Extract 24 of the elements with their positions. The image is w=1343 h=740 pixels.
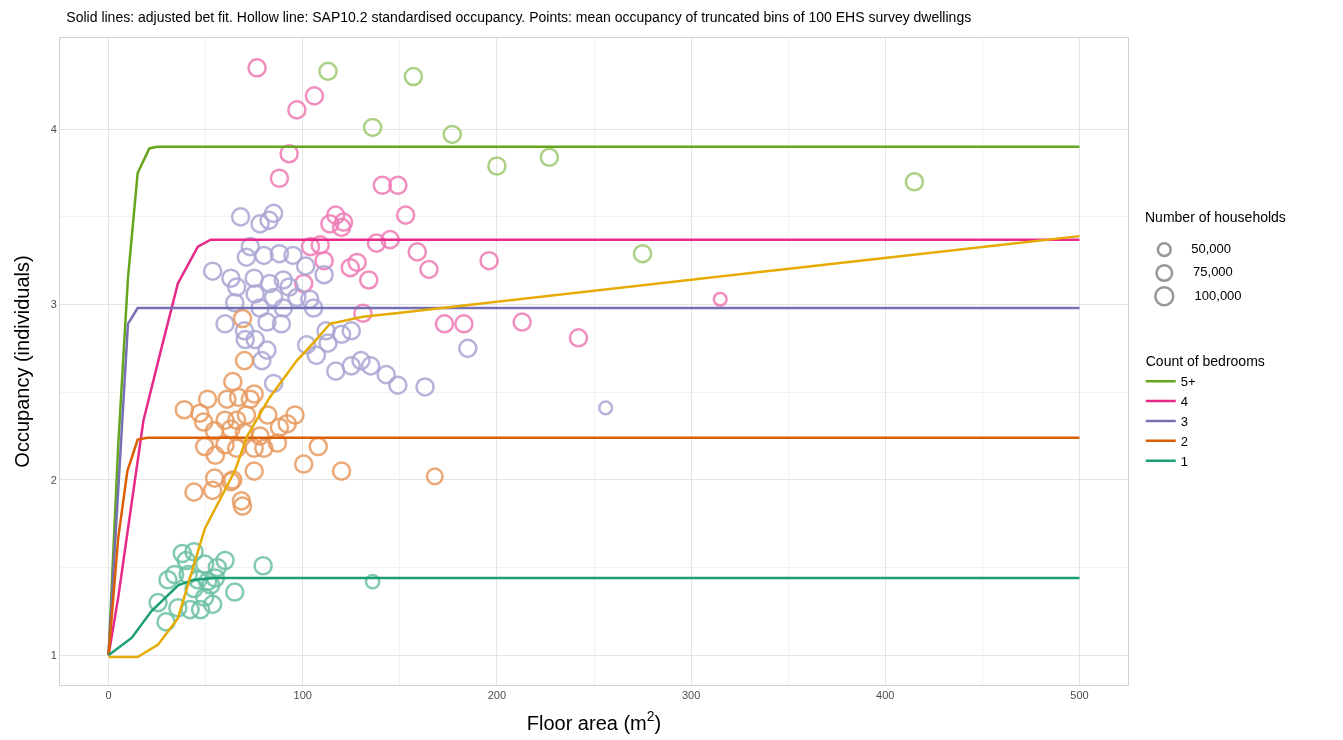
legend-label: 5+: [1180, 374, 1196, 390]
legend-label: 3: [1180, 414, 1188, 430]
y-tick-label: 4: [50, 123, 57, 136]
y-tick-label: 3: [50, 298, 57, 311]
x-axis-title: Floor area (m$^{2}$): [526, 708, 662, 734]
text: Number of households: [1145, 209, 1286, 225]
legend-label: 2: [1180, 433, 1188, 449]
x-tick-label: 100: [293, 689, 312, 702]
y-axis-title: Occupancy (individuals): [11, 255, 34, 468]
legend-label: 100,000: [1176, 287, 1242, 303]
legend-label: 1: [1180, 453, 1188, 469]
chart-title: Solid lines: adjusted bet fit. Hollow line: SAP10.2 standardised occupancy. Points: mean occupancy of truncated bins of 100 EHS survey dwellings: [66, 8, 972, 25]
legend-label: 75,000: [1175, 264, 1233, 280]
legend-label: 4: [1180, 394, 1188, 410]
line-series: [107, 436, 1081, 657]
x-tick-label: 500: [1070, 689, 1089, 702]
legend-title: Count of bedrooms: [1145, 353, 1265, 370]
y-tick-label: 2: [50, 473, 57, 486]
x-tick-label: 400: [876, 689, 895, 702]
x-tick-label: 0: [105, 689, 112, 702]
legend-label: 50,000: [1173, 240, 1232, 256]
y-tick-label: 1: [50, 649, 57, 662]
x-tick-label: 300: [681, 689, 701, 702]
x-tick-label: 200: [487, 689, 507, 702]
